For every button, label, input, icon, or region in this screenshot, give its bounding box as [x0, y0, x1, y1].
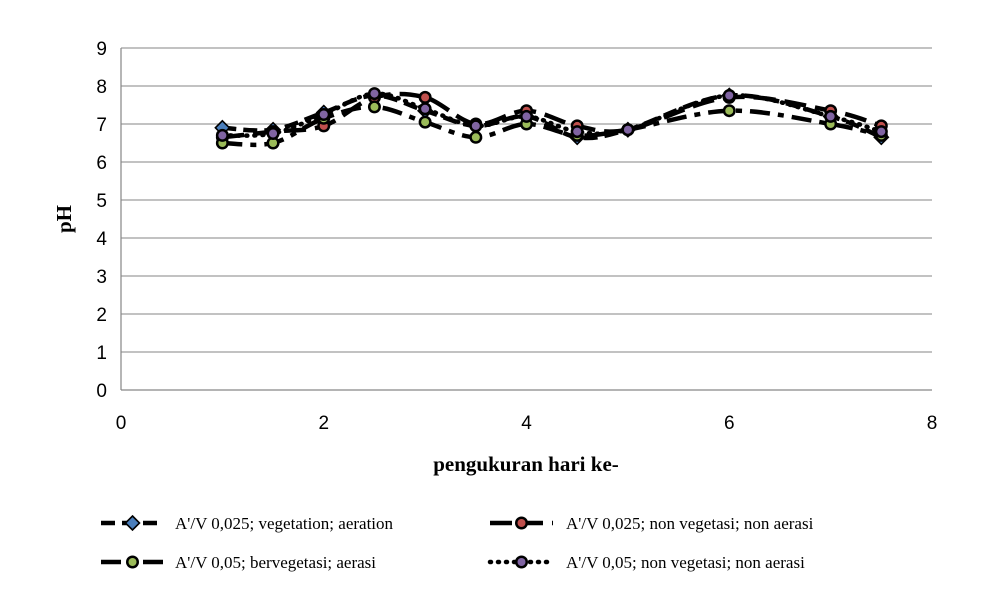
x-tick-label: 0: [116, 413, 127, 434]
data-point-marker: [124, 514, 141, 532]
legend-label: A'/V 0,05; non vegetasi; non aerasi: [566, 553, 805, 572]
y-tick-label: 9: [96, 39, 107, 60]
legend-item: A'/V 0,025; vegetation; aeration: [101, 514, 394, 533]
y-tick-label: 8: [96, 77, 107, 98]
tick-labels: 0 1 2 3 4 5 6 7 8 9 0 2 4 6 8: [96, 39, 937, 434]
x-tick-label: 8: [927, 413, 938, 434]
data-point-marker-fill: [725, 91, 734, 100]
data-point-marker-fill: [128, 558, 137, 566]
y-tick-label: 2: [96, 305, 107, 326]
data-point-marker-fill: [218, 131, 227, 140]
data-markers: [214, 87, 890, 150]
legend-label: A'/V 0,025; vegetation; aeration: [175, 514, 394, 533]
data-point-marker-fill: [573, 127, 582, 136]
data-point-marker-fill: [421, 104, 430, 113]
y-tick-label: 6: [96, 153, 107, 174]
x-tick-label: 6: [724, 413, 735, 434]
legend-item: A'/V 0,025; non vegetasi; non aerasi: [490, 514, 814, 533]
data-point-marker-fill: [826, 112, 835, 121]
y-tick-label: 1: [96, 343, 107, 364]
data-point-marker-fill: [725, 106, 734, 115]
legend-label: A'/V 0,025; non vegetasi; non aerasi: [566, 514, 814, 533]
data-point-marker-fill: [877, 127, 886, 136]
data-point-marker-fill: [623, 125, 632, 134]
x-axis-title: pengukuran hari ke-: [433, 452, 619, 476]
legend-marker: [124, 514, 141, 532]
legend-marker: [515, 516, 528, 530]
legend-item: A'/V 0,05; bervegetasi; aerasi: [101, 553, 376, 572]
y-tick-label: 5: [96, 191, 107, 212]
data-point-marker-fill: [269, 129, 278, 138]
legend-label: A'/V 0,05; bervegetasi; aerasi: [175, 553, 376, 572]
data-point-marker-fill: [319, 110, 328, 119]
data-point-marker-fill: [522, 112, 531, 121]
legend: A'/V 0,025; vegetation; aeration A'/V 0,…: [101, 514, 814, 572]
legend-marker: [126, 555, 139, 569]
x-tick-label: 4: [521, 413, 532, 434]
y-tick-label: 0: [96, 381, 107, 402]
y-tick-label: 7: [96, 115, 107, 136]
data-point-marker-fill: [517, 519, 526, 527]
data-point-marker-fill: [471, 121, 480, 130]
x-tick-label: 2: [318, 413, 329, 434]
y-tick-label: 3: [96, 267, 107, 288]
data-point-marker-fill: [421, 93, 430, 102]
data-point-marker-fill: [421, 118, 430, 127]
data-point-marker-fill: [269, 139, 278, 147]
y-axis-title: pH: [52, 205, 76, 233]
data-point-marker-fill: [370, 102, 379, 111]
legend-marker: [515, 555, 528, 569]
legend-item: A'/V 0,05; non vegetasi; non aerasi: [487, 553, 805, 572]
data-point-marker-fill: [370, 89, 379, 98]
y-tick-label: 4: [96, 229, 107, 250]
data-point-marker-fill: [517, 558, 526, 566]
data-point-marker-fill: [471, 133, 480, 142]
gridlines: [121, 47, 932, 353]
